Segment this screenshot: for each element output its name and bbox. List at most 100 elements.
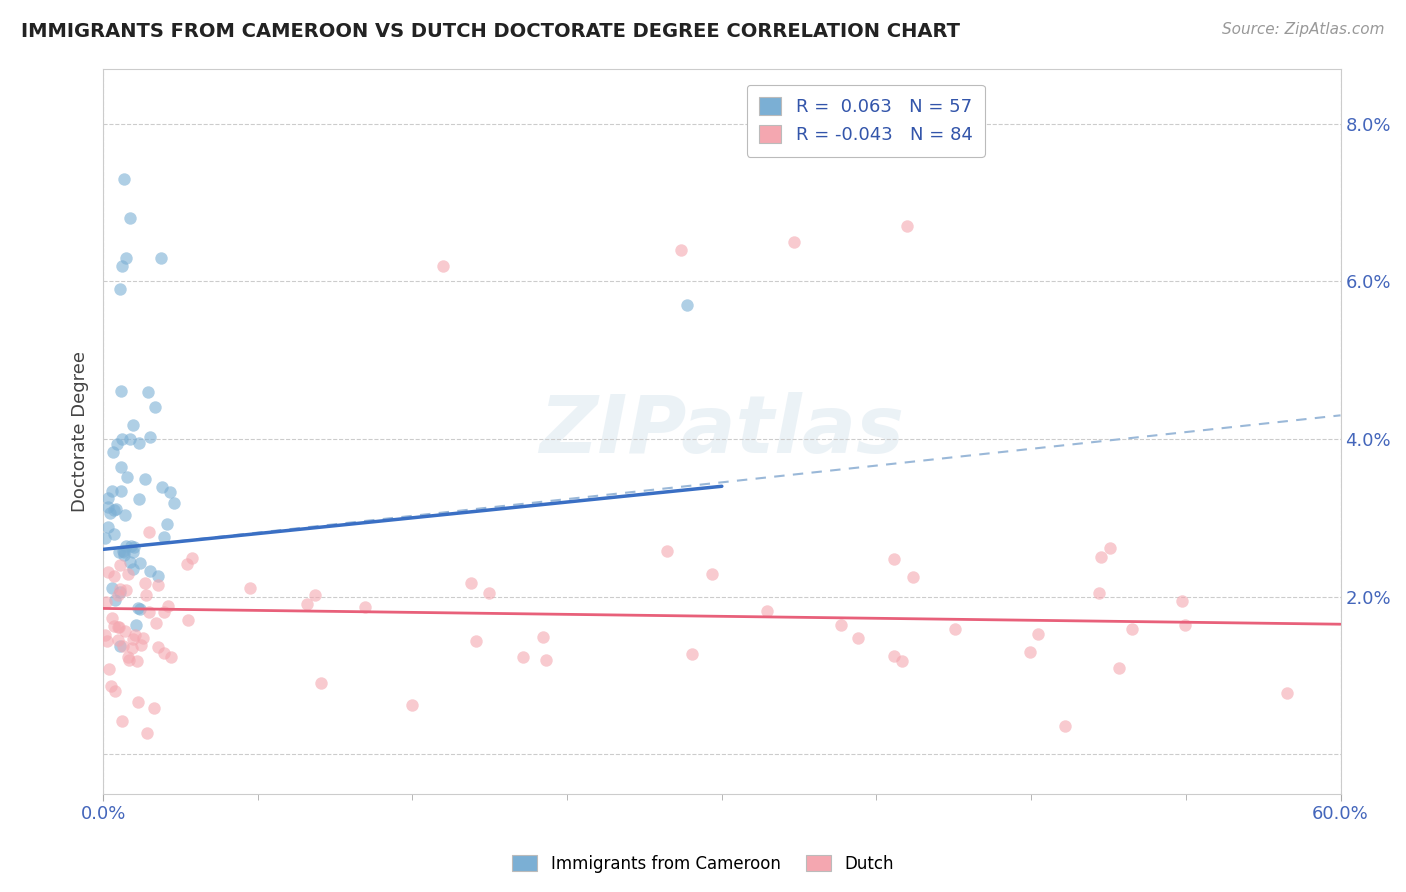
Point [460, 576, 482, 591]
Point [153, 646, 176, 660]
Point [128, 557, 150, 571]
Point [135, 726, 157, 740]
Point [129, 638, 152, 652]
Y-axis label: Doctorate Degree: Doctorate Degree [72, 351, 89, 512]
Point [114, 583, 136, 598]
Point [121, 641, 143, 656]
Point [1174, 617, 1197, 632]
Point [1090, 550, 1112, 565]
Point [115, 470, 138, 484]
Point [138, 605, 160, 619]
Point [94, 532, 117, 546]
Point [121, 418, 143, 433]
Point [108, 582, 131, 596]
Point [669, 243, 692, 257]
Point [134, 472, 156, 486]
Point [125, 654, 148, 668]
Point [153, 606, 176, 620]
Point [138, 525, 160, 540]
Legend: Immigrants from Cameroon, Dutch: Immigrants from Cameroon, Dutch [506, 848, 900, 880]
Point [149, 251, 172, 265]
Point [846, 632, 869, 646]
Point [139, 430, 162, 444]
Point [148, 577, 170, 591]
Point [681, 647, 703, 661]
Point [531, 631, 554, 645]
Point [146, 569, 169, 583]
Point [146, 640, 169, 655]
Point [176, 557, 198, 571]
Point [160, 650, 183, 665]
Point [891, 654, 914, 668]
Point [120, 539, 142, 553]
Point [110, 558, 132, 572]
Point [111, 544, 134, 558]
Point [138, 564, 160, 578]
Point [901, 569, 924, 583]
Point [354, 600, 377, 615]
Point [156, 599, 179, 614]
Point [125, 617, 148, 632]
Point [118, 653, 141, 667]
Point [534, 652, 557, 666]
Point [153, 530, 176, 544]
Point [112, 548, 135, 562]
Point [127, 601, 149, 615]
Point [108, 282, 131, 296]
Point [118, 556, 141, 570]
Point [478, 586, 501, 600]
Point [107, 633, 129, 648]
Point [112, 172, 135, 186]
Point [129, 602, 152, 616]
Point [830, 617, 852, 632]
Point [103, 527, 125, 541]
Point [121, 632, 143, 646]
Point [128, 491, 150, 506]
Point [309, 676, 332, 690]
Point [295, 597, 318, 611]
Point [143, 401, 166, 415]
Point [108, 639, 131, 653]
Point [304, 588, 326, 602]
Point [97, 565, 120, 579]
Point [142, 700, 165, 714]
Point [943, 622, 966, 636]
Point [120, 432, 142, 446]
Point [108, 584, 131, 599]
Point [1170, 593, 1192, 607]
Point [512, 649, 534, 664]
Point [756, 604, 779, 618]
Point [97, 500, 120, 515]
Point [110, 384, 132, 398]
Point [114, 508, 136, 522]
Point [122, 545, 145, 559]
Point [114, 624, 136, 638]
Text: ZIPatlas: ZIPatlas [540, 392, 904, 470]
Point [103, 619, 125, 633]
Point [675, 298, 697, 312]
Point [104, 501, 127, 516]
Point [122, 540, 145, 554]
Point [114, 539, 136, 553]
Text: Source: ZipAtlas.com: Source: ZipAtlas.com [1222, 22, 1385, 37]
Point [159, 485, 181, 500]
Point [112, 545, 135, 559]
Point [101, 484, 124, 499]
Point [783, 235, 806, 249]
Point [883, 648, 905, 663]
Point [104, 592, 127, 607]
Point [101, 611, 124, 625]
Point [107, 620, 129, 634]
Point [111, 259, 134, 273]
Point [1053, 718, 1076, 732]
Point [117, 649, 139, 664]
Legend: R =  0.063   N = 57, R = -0.043   N = 84: R = 0.063 N = 57, R = -0.043 N = 84 [747, 85, 986, 157]
Point [124, 628, 146, 642]
Point [103, 503, 125, 517]
Point [107, 620, 129, 634]
Point [177, 613, 200, 627]
Point [135, 589, 157, 603]
Point [110, 483, 132, 498]
Point [98, 506, 121, 520]
Point [97, 491, 120, 505]
